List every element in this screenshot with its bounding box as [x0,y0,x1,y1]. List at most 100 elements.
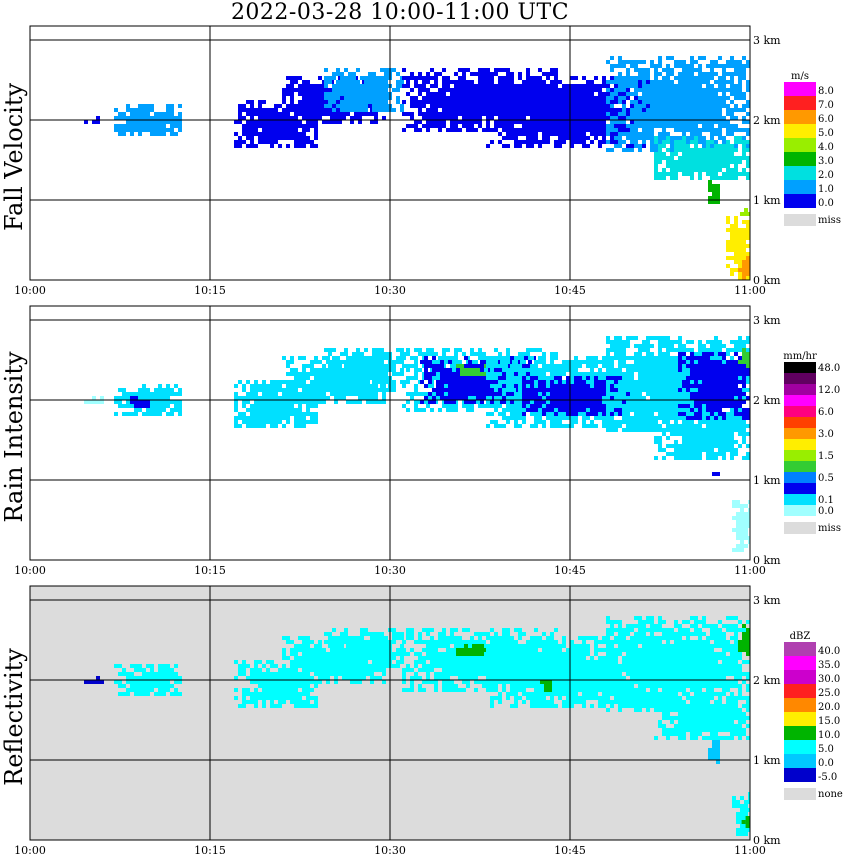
echo-cell [570,92,574,96]
echo-cell [454,356,458,360]
echo-cell [384,84,388,88]
echo-cell [622,100,626,104]
echo-cell [334,116,338,120]
echo-cell [364,380,368,384]
echo-cell [306,104,310,108]
echo-cell [698,148,702,152]
echo-cell [306,372,310,376]
echo-cell [566,412,570,416]
echo-cell [578,124,582,128]
echo-cell [262,412,266,416]
echo-cell [250,388,254,392]
echo-cell [738,128,742,132]
echo-cell [432,364,436,368]
echo-cell [590,124,594,128]
echo-cell [430,124,434,128]
echo-cell [550,112,554,116]
echo-cell [456,392,460,396]
echo-cell [634,424,638,428]
echo-cell [360,352,364,356]
echo-cell [638,428,642,432]
echo-cell [482,100,486,104]
echo-cell [454,92,458,96]
echo-cell [166,108,170,112]
echo-cell [438,96,442,100]
echo-cell [570,84,574,88]
echo-cell [670,136,674,140]
echo-cell [606,132,610,136]
echo-cell [610,356,614,360]
echo-cell [470,88,474,92]
echo-cell [670,100,674,104]
echo-cell [506,396,510,400]
echo-cell [542,408,546,412]
echo-cell [376,92,380,96]
echo-cell [618,384,622,388]
echo-cell [430,112,434,116]
echo-cell [486,424,490,428]
echo-cell [114,412,118,416]
echo-cell [162,116,166,120]
echo-cell [472,372,476,376]
echo-cell [686,64,690,68]
echo-cell [514,424,518,428]
echo-cell [602,92,606,96]
echo-cell [462,116,466,120]
echo-cell [498,132,502,136]
echo-cell [638,344,642,348]
echo-cell [478,92,482,96]
echo-cell [430,76,434,80]
echo-cell [634,416,638,420]
echo-cell [322,364,326,368]
echo-cell [290,92,294,96]
echo-cell [344,348,348,352]
echo-cell [356,100,360,104]
echo-cell [174,132,178,136]
echo-cell [722,76,726,80]
echo-cell [410,392,414,396]
echo-cell [554,88,558,92]
echo-cell [626,336,630,340]
echo-cell [514,128,518,132]
echo-cell [502,116,506,120]
echo-cell [546,76,550,80]
echo-cell [282,392,286,396]
echo-cell [234,404,238,408]
echo-cell [742,108,746,112]
echo-cell [372,372,376,376]
echo-cell [442,96,446,100]
echo-cell [598,84,602,88]
echo-cell [626,96,630,100]
echo-cell [258,124,262,128]
echo-cell [118,124,122,128]
echo-cell [322,384,326,388]
echo-cell [278,384,282,388]
echo-cell [376,108,380,112]
echo-cell [254,404,258,408]
echo-cell [364,360,368,364]
echo-cell [334,400,338,404]
echo-cell [606,104,610,108]
echo-cell [372,376,376,380]
echo-cell [146,120,150,124]
echo-cell [574,396,578,400]
echo-cell [698,100,702,104]
echo-cell [414,80,418,84]
echo-cell [302,376,306,380]
echo-cell [738,228,742,232]
echo-cell [578,372,582,376]
echo-cell [530,104,534,108]
echo-cell [618,396,622,400]
echo-cell [134,112,138,116]
echo-cell [298,120,302,124]
echo-cell [550,72,554,76]
echo-cell [566,408,570,412]
echo-cell [422,112,426,116]
echo-cell [246,392,250,396]
echo-cell [458,128,462,132]
echo-cell [734,160,738,164]
echo-cell [170,108,174,112]
echo-cell [626,408,630,412]
echo-cell [486,356,490,360]
echo-cell [478,124,482,128]
